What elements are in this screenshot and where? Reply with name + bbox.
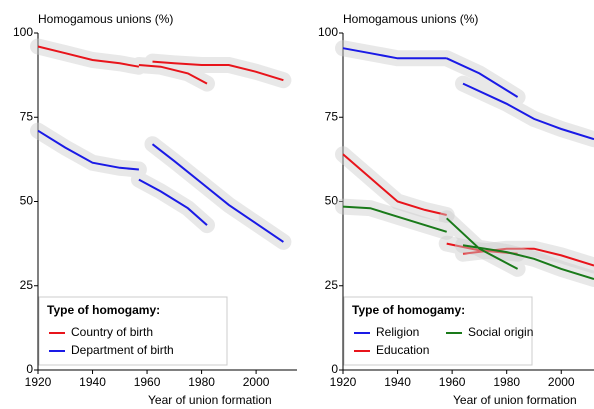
y-tick-label: 50 — [20, 194, 34, 208]
confidence-band — [30, 38, 292, 92]
legend-box — [38, 296, 228, 366]
y-tick-label: 100 — [318, 25, 338, 39]
x-tick-label: 1920 — [330, 375, 357, 389]
y-tick-label: 75 — [20, 109, 34, 123]
y-tick-label: 75 — [325, 109, 339, 123]
series-line — [37, 129, 284, 243]
x-axis-title: Year of union formation — [148, 393, 272, 407]
x-tick-label: 2000 — [548, 375, 575, 389]
confidence-band — [335, 40, 594, 148]
confidence-band — [335, 198, 594, 287]
y-axis-title: Homogamous unions (%) — [38, 12, 173, 26]
x-tick-label: 2000 — [243, 375, 270, 389]
x-tick-label: 1960 — [134, 375, 161, 389]
y-tick-label: 25 — [20, 278, 34, 292]
legend-label: Country of birth — [71, 325, 153, 339]
y-tick-label: 0 — [26, 362, 33, 376]
y-tick-label: 50 — [325, 194, 339, 208]
x-tick-label: 1960 — [439, 375, 466, 389]
x-tick-label: 1940 — [384, 375, 411, 389]
legend-box — [343, 296, 533, 366]
legend-label: Religion — [376, 325, 419, 339]
legend-title: Type of homogamy: — [352, 303, 465, 317]
legend-title: Type of homogamy: — [47, 303, 160, 317]
x-tick-label: 1920 — [25, 375, 52, 389]
y-axis-title: Homogamous unions (%) — [343, 12, 478, 26]
y-tick-label: 100 — [13, 25, 33, 39]
y-tick-label: 0 — [331, 362, 338, 376]
confidence-band — [30, 122, 292, 250]
series-line — [342, 47, 594, 141]
legend-label: Education — [376, 343, 429, 357]
series-line — [342, 205, 594, 280]
x-tick-label: 1980 — [188, 375, 215, 389]
y-tick-label: 25 — [325, 278, 339, 292]
series-line — [37, 45, 284, 85]
x-tick-label: 1940 — [79, 375, 106, 389]
legend-label: Department of birth — [71, 343, 174, 357]
x-tick-label: 1980 — [493, 375, 520, 389]
legend-label: Social origin — [468, 325, 533, 339]
x-axis-title: Year of union formation — [453, 393, 577, 407]
